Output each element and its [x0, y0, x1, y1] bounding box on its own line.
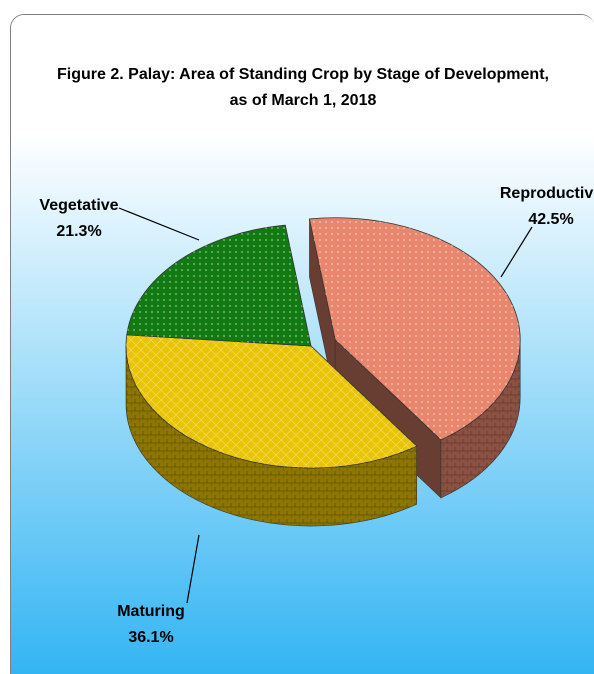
- slice-value-vegetative: 21.3%: [56, 223, 101, 240]
- pie-labels: Reproductive 42.5% Maturing 36.1% Vegetative…: [39, 185, 594, 646]
- slice-maturing-texture: [126, 334, 417, 468]
- chart-title-line2: as of March 1, 2018: [230, 92, 377, 109]
- pie-slices: [125, 217, 521, 527]
- slice-value-reproductive: 42.5%: [528, 211, 573, 228]
- leader-line-reproductive: [500, 226, 533, 278]
- slice-reproductive-texture: [309, 217, 521, 440]
- slice-value-maturing: 36.1%: [128, 629, 173, 646]
- leader-line-vegetative: [118, 207, 200, 241]
- chart-frame: Figure 2. Palay: Area of Standing Crop b…: [10, 14, 594, 674]
- leader-line-maturing: [186, 534, 200, 604]
- slice-label-reproductive: Reproductive: [500, 185, 594, 202]
- slice-vegetative-texture: [126, 225, 311, 346]
- slice-label-vegetative: Vegetative: [39, 197, 118, 214]
- chart-title-line1: Figure 2. Palay: Area of Standing Crop b…: [57, 66, 549, 83]
- slice-reproductive-wall-texture-0: [440, 339, 521, 498]
- slice-label-maturing: Maturing: [117, 603, 185, 620]
- pie-chart: Figure 2. Palay: Area of Standing Crop b…: [11, 15, 594, 674]
- slice-maturing-wall-texture-0: [126, 346, 417, 526]
